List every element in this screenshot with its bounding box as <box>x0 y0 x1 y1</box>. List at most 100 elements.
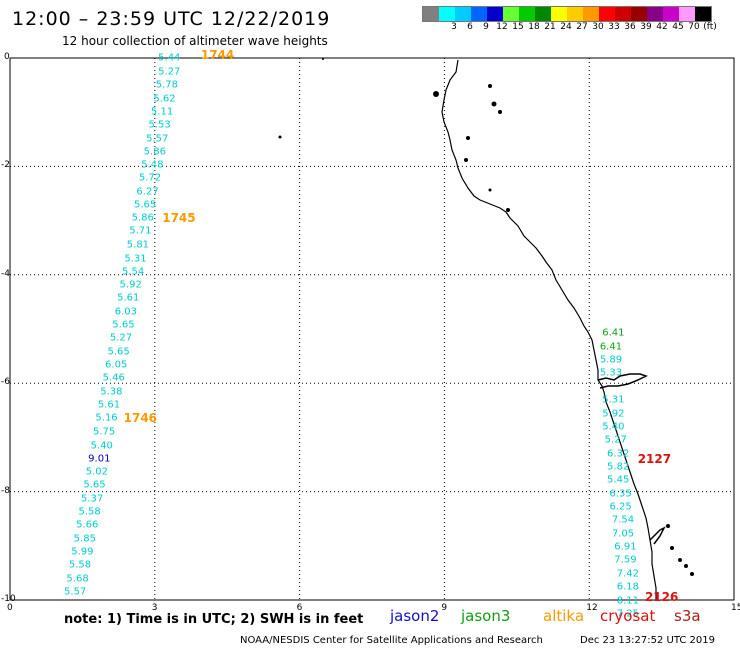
color-swatch <box>455 7 471 21</box>
island <box>690 572 694 576</box>
color-scale-label: (ft) <box>703 22 717 32</box>
color-swatch <box>487 7 503 21</box>
color-swatch <box>439 7 455 21</box>
color-scale-label: 42 <box>656 22 668 32</box>
map-title: 12:00 – 23:59 UTC 12/22/2019 <box>12 8 331 30</box>
map-grid <box>10 58 734 601</box>
color-scale-label: 45 <box>672 22 684 32</box>
color-swatch <box>471 7 487 21</box>
wave-height-value: 5.65 <box>112 319 135 331</box>
wave-height-value: 5.11 <box>150 106 174 118</box>
wave-height-value: 5.45 <box>607 474 630 486</box>
color-swatch <box>535 7 551 21</box>
island <box>488 84 492 88</box>
color-scale-label: 15 <box>512 22 524 32</box>
wave-height-value: 8.11 <box>616 595 639 607</box>
wave-height-value: 5.27 <box>109 332 133 344</box>
color-swatch <box>679 7 695 21</box>
wave-height-value: 6.35 <box>609 488 632 500</box>
color-scale-label: 27 <box>576 22 588 32</box>
wave-height-value: 5.99 <box>71 546 94 558</box>
legend-altika: altika <box>543 607 585 625</box>
wave-height-value: 5.65 <box>134 199 157 211</box>
wave-height-value: 5.38 <box>100 386 123 398</box>
wave-height-value: 6.03 <box>114 306 137 318</box>
wave-height-value: 6.41 <box>602 327 625 339</box>
color-scale-label: 9 <box>483 22 489 32</box>
wave-height-value: 7.42 <box>616 568 639 580</box>
wave-height-value: 5.61 <box>97 399 121 411</box>
x-tick-label: 15 <box>731 603 740 613</box>
map-subtitle: 12 hour collection of altimeter wave hei… <box>62 34 328 48</box>
x-tick-label: 9 <box>441 603 448 613</box>
wave-height-value: 6.32 <box>607 448 630 460</box>
wave-height-value: 5.33 <box>599 367 623 379</box>
wave-height-value: 5.61 <box>117 292 140 304</box>
map-frame <box>9 57 735 601</box>
wave-height-value: 7.59 <box>614 554 637 566</box>
color-swatch <box>519 7 535 21</box>
wave-height-value: 5.46 <box>102 372 125 384</box>
wave-height-value: 5.27 <box>604 434 627 446</box>
wave-height-value: 5.44 <box>158 52 181 64</box>
pass-number: 2127 <box>637 452 672 467</box>
wave-height-value: 7.54 <box>611 514 635 526</box>
wave-height-value: 5.66 <box>76 519 99 531</box>
wave-height-value: 5.53 <box>148 119 171 131</box>
wave-height-value: 6.05 <box>105 359 128 371</box>
island <box>464 158 468 162</box>
wave-height-value: 6.27 <box>136 186 159 198</box>
color-scale-label: 30 <box>592 22 604 32</box>
color-scale-label: 12 <box>496 22 508 32</box>
wave-height-value: 5.82 <box>607 461 630 473</box>
islands <box>278 58 694 576</box>
wave-height-value: 5.81 <box>126 239 150 251</box>
coastline-inlet-detail <box>649 526 666 545</box>
color-scale-label: 21 <box>544 22 556 32</box>
wave-height-value: 5.85 <box>73 533 96 545</box>
y-tick-label: 0 <box>4 52 10 62</box>
wave-height-value: 5.68 <box>66 573 89 585</box>
x-tick-label: 0 <box>7 603 13 613</box>
color-swatch <box>599 7 615 21</box>
color-swatch <box>503 7 519 21</box>
island <box>506 208 510 212</box>
wave-height-value: 5.71 <box>129 225 152 237</box>
coastline-bay-detail <box>597 373 648 389</box>
color-swatch <box>663 7 679 21</box>
wave-height-value: 6.41 <box>599 341 623 353</box>
wave-height-value: 5.89 <box>599 354 623 366</box>
legend-jason2: jason2 <box>390 607 440 625</box>
wave-height-value: 5.54 <box>121 266 145 278</box>
units-note: note: 1) Time is in UTC; 2) SWH is in fe… <box>64 612 364 627</box>
wave-height-value: 5.65 <box>83 479 106 491</box>
color-scale-label: 3 <box>451 22 457 32</box>
color-swatch <box>647 7 663 21</box>
color-swatch <box>695 7 711 21</box>
wave-height-value: 6.91 <box>614 541 637 553</box>
y-tick-label: -4 <box>1 268 10 279</box>
legend-cryosat: cryosat <box>600 607 656 625</box>
wave-height-value: 5.27 <box>158 66 181 78</box>
island <box>684 564 688 568</box>
color-scale-bar <box>422 6 712 22</box>
color-scale-label: 6 <box>467 22 473 32</box>
color-scale-label: 39 <box>640 22 652 32</box>
wave-height-value: 5.40 <box>90 440 113 452</box>
color-swatch <box>567 7 583 21</box>
wave-height-value: 5.40 <box>602 421 625 433</box>
wave-height-value: 5.92 <box>602 408 625 420</box>
wave-height-value: 5.16 <box>95 412 118 424</box>
coastline <box>441 59 657 600</box>
wave-height-value: 5.75 <box>92 426 116 438</box>
wave-height-value: 5.48 <box>141 159 164 171</box>
wave-height-value: 5.86 <box>143 146 166 158</box>
wave-height-value: 9.01 <box>88 453 111 465</box>
color-swatch <box>551 7 567 21</box>
color-scale-label: 33 <box>608 22 620 32</box>
wave-height-value: 5.37 <box>80 493 104 505</box>
wave-height-value: 5.78 <box>155 79 179 91</box>
color-swatch <box>615 7 631 21</box>
wave-height-value: 5.02 <box>85 466 109 478</box>
